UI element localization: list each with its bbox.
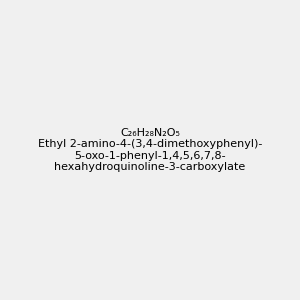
Text: C₂₆H₂₈N₂O₅
Ethyl 2-amino-4-(3,4-dimethoxyphenyl)-
5-oxo-1-phenyl-1,4,5,6,7,8-
he: C₂₆H₂₈N₂O₅ Ethyl 2-amino-4-(3,4-dimethox… bbox=[38, 128, 262, 172]
